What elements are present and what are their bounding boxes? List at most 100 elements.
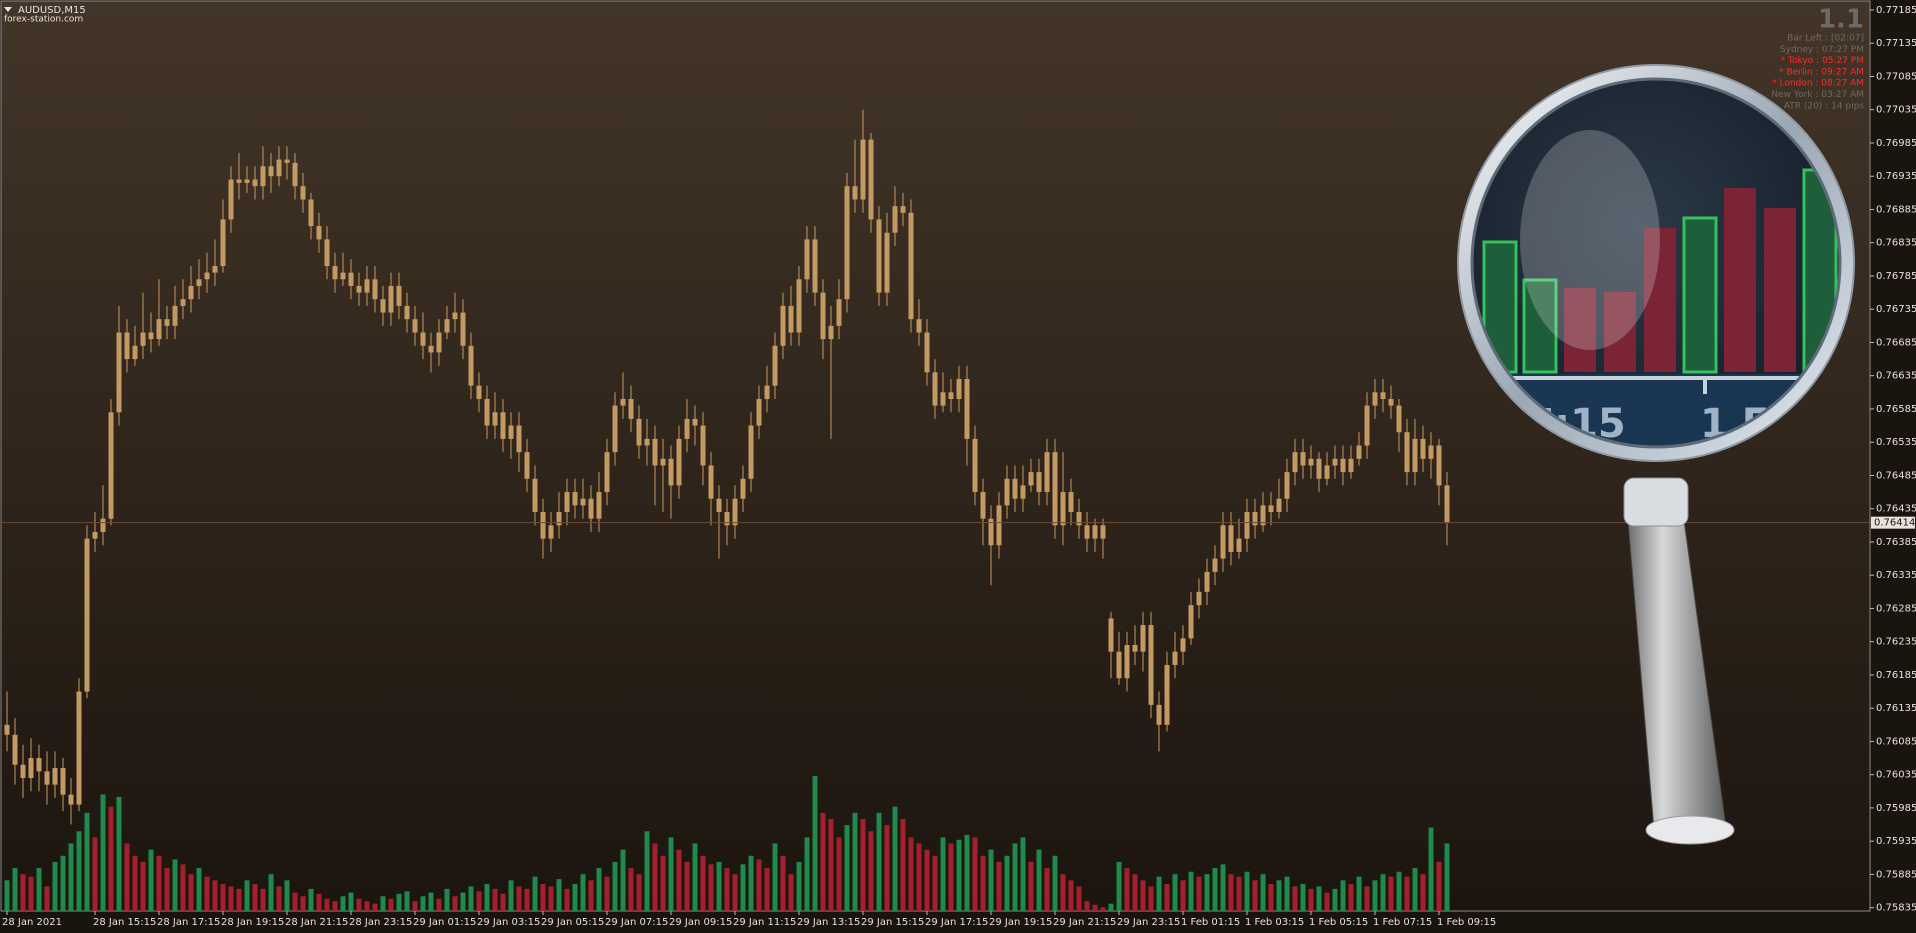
volume-bar bbox=[1396, 871, 1402, 911]
candle-body bbox=[220, 219, 226, 266]
volume-bar bbox=[148, 849, 154, 911]
volume-bar bbox=[92, 837, 98, 911]
candle-body bbox=[132, 345, 138, 360]
candle-body bbox=[572, 492, 578, 506]
indicator-version: 1.1 bbox=[1818, 5, 1864, 35]
symbol-menu-icon[interactable] bbox=[4, 7, 12, 12]
candle-body bbox=[1116, 651, 1122, 679]
volume-bar bbox=[1236, 876, 1242, 911]
candle-body bbox=[876, 219, 882, 293]
volume-bar bbox=[316, 893, 322, 911]
volume-bar bbox=[844, 825, 850, 911]
volume-bar bbox=[308, 888, 314, 911]
volume-bar bbox=[892, 806, 898, 911]
candle-body bbox=[740, 478, 746, 499]
candle-body bbox=[380, 299, 386, 313]
volume-bar bbox=[556, 879, 562, 911]
volume-bar bbox=[492, 888, 498, 911]
x-tick-label: 1 Feb 09:15 bbox=[1437, 917, 1496, 928]
candle-body bbox=[44, 771, 50, 785]
volume-bar bbox=[1228, 874, 1234, 911]
volume-bar bbox=[756, 859, 762, 911]
volume-bar bbox=[1316, 886, 1322, 911]
candle-body bbox=[996, 505, 1002, 546]
y-tick-label: 0.75835 bbox=[1876, 903, 1916, 914]
candle-body bbox=[1004, 478, 1010, 506]
volume-bar bbox=[1060, 874, 1066, 911]
candle-body bbox=[28, 758, 34, 779]
candle-body bbox=[460, 312, 466, 346]
candle-body bbox=[492, 412, 498, 426]
y-tick-label: 0.75985 bbox=[1876, 803, 1916, 814]
y-tick-label: 0.77085 bbox=[1876, 71, 1916, 82]
candle-body bbox=[612, 405, 618, 453]
x-tick-label: 29 Jan 17:15 bbox=[925, 917, 988, 928]
volume-bar bbox=[36, 868, 42, 911]
candle-body bbox=[140, 332, 146, 346]
candle-body bbox=[1276, 498, 1282, 513]
candle-body bbox=[300, 186, 306, 200]
candle-body bbox=[580, 498, 586, 506]
volume-bar bbox=[60, 855, 66, 911]
candle-body bbox=[1308, 458, 1314, 466]
magnifier-collar bbox=[1623, 477, 1689, 527]
volume-bar bbox=[820, 812, 826, 911]
x-tick-label: 29 Jan 13:15 bbox=[797, 917, 860, 928]
y-tick-label: 0.76535 bbox=[1876, 437, 1916, 448]
volume-bar bbox=[460, 892, 466, 911]
volume-bar bbox=[220, 884, 226, 911]
volume-bar bbox=[1308, 888, 1314, 911]
info-line: ATR (20) : 14 pips bbox=[1784, 101, 1865, 111]
volume-bar bbox=[564, 888, 570, 911]
volume-bar bbox=[1300, 884, 1306, 911]
candle-body bbox=[1284, 472, 1290, 499]
candle-body bbox=[92, 531, 98, 539]
candle-body bbox=[196, 279, 202, 286]
volume-bar bbox=[956, 839, 962, 911]
volume-bar bbox=[76, 831, 82, 911]
candle-body bbox=[1140, 625, 1146, 652]
volume-bar bbox=[1116, 861, 1122, 911]
candle-body bbox=[1124, 645, 1130, 679]
volume-bar bbox=[932, 855, 938, 911]
volume-bar bbox=[164, 868, 170, 911]
volume-bar bbox=[900, 818, 906, 911]
y-tick-label: 0.76835 bbox=[1876, 238, 1916, 249]
candle-body bbox=[1380, 392, 1386, 399]
candle-body bbox=[1428, 445, 1434, 459]
candle-body bbox=[604, 452, 610, 493]
candle-body bbox=[1132, 645, 1138, 652]
candle-body bbox=[1156, 704, 1162, 725]
candle-body bbox=[868, 139, 874, 220]
candle-body bbox=[116, 332, 122, 413]
volume-bar bbox=[108, 806, 114, 911]
volume-bar bbox=[1284, 876, 1290, 911]
candle-body bbox=[1092, 525, 1098, 539]
volume-bar bbox=[1044, 868, 1050, 911]
volume-bar bbox=[1196, 876, 1202, 911]
candle-body bbox=[1364, 405, 1370, 446]
candle-body bbox=[244, 179, 250, 183]
candle-body bbox=[804, 239, 810, 280]
x-tick-label: 29 Jan 01:15 bbox=[413, 917, 476, 928]
candle-body bbox=[52, 768, 58, 785]
volume-bar bbox=[116, 796, 122, 911]
volume-bar bbox=[1292, 886, 1298, 911]
volume-bar bbox=[452, 896, 458, 911]
candle-body bbox=[228, 179, 234, 220]
candle-body bbox=[924, 332, 930, 373]
volume-bar bbox=[68, 843, 74, 911]
candle-body bbox=[1196, 591, 1202, 606]
volume-bar bbox=[596, 868, 602, 911]
y-tick-label: 0.77185 bbox=[1876, 5, 1916, 16]
volume-bar bbox=[156, 855, 162, 911]
candle-body bbox=[1324, 465, 1330, 479]
candle-body bbox=[692, 418, 698, 426]
candle-body bbox=[1228, 525, 1234, 552]
candle-body bbox=[1220, 525, 1226, 559]
candle-body bbox=[1372, 392, 1378, 406]
candle-body bbox=[772, 345, 778, 386]
candle-body bbox=[100, 518, 106, 532]
volume-bar bbox=[972, 837, 978, 911]
volume-bar bbox=[548, 886, 554, 911]
